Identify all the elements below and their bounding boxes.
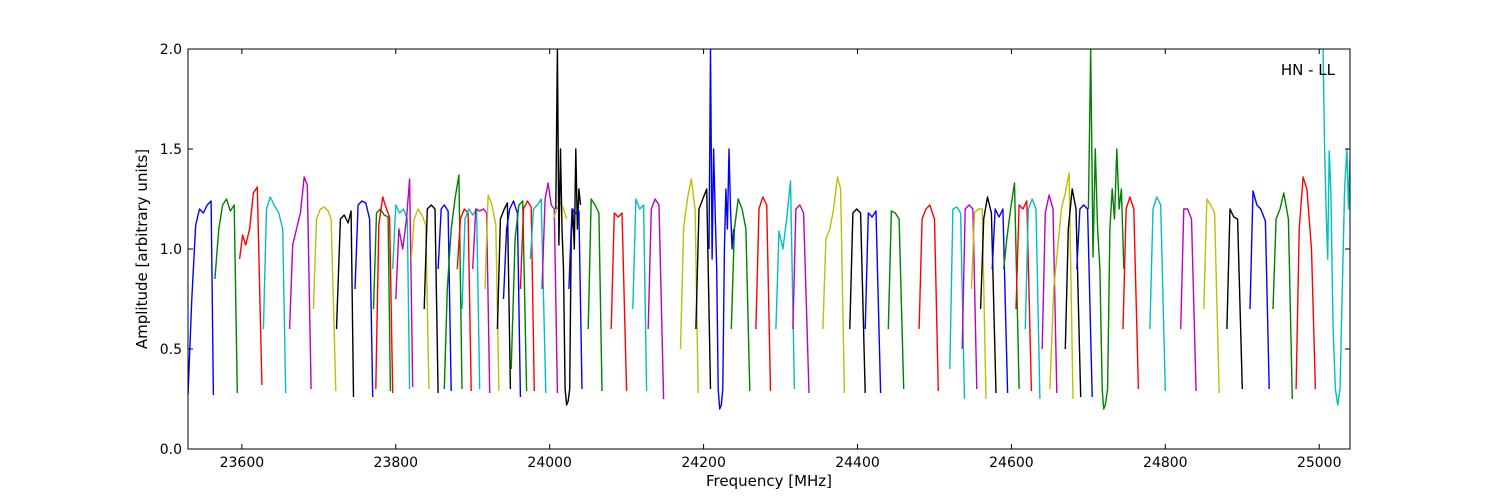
- series-line: [864, 210, 882, 394]
- series-line: [461, 208, 481, 390]
- y-tick-label: 0.0: [160, 442, 182, 458]
- series-line: [423, 204, 439, 394]
- series-line: [443, 174, 463, 390]
- series-line: [1149, 196, 1166, 392]
- series-line: [918, 204, 939, 392]
- series-line: [708, 49, 735, 410]
- series-line: [502, 200, 522, 398]
- y-tick-label: 1.5: [160, 142, 182, 158]
- series-line: [375, 196, 394, 394]
- series-line: [610, 212, 628, 392]
- series-line: [1015, 200, 1033, 392]
- series-line: [484, 194, 500, 392]
- x-tick-label: 24800: [1143, 455, 1188, 471]
- series-line: [792, 204, 810, 394]
- x-tick-label: 24600: [989, 455, 1034, 471]
- series-line: [1203, 198, 1220, 394]
- series-line: [1064, 188, 1082, 398]
- series-line: [541, 182, 559, 394]
- series-line: [1122, 196, 1140, 390]
- series-line: [679, 178, 699, 394]
- series-line: [1322, 49, 1350, 406]
- series-line: [1226, 208, 1243, 390]
- series-line: [949, 206, 966, 400]
- series-line: [991, 208, 1009, 394]
- series-line: [1003, 182, 1020, 390]
- x-axis-label: Frequency [MHz]: [706, 472, 832, 490]
- series-line: [775, 180, 796, 390]
- series-line: [238, 186, 263, 386]
- series-line: [961, 204, 978, 390]
- x-tick-label: 23800: [374, 455, 419, 471]
- series-line: [312, 206, 337, 392]
- annotation-label: HN - LL: [1281, 61, 1336, 79]
- series-line: [188, 200, 215, 396]
- y-axis-label: Amplitude [arbitrary units]: [133, 149, 151, 349]
- series-line: [979, 196, 997, 394]
- series-line: [372, 208, 392, 392]
- y-tick-label: 2.0: [160, 42, 182, 58]
- series-line: [1087, 49, 1125, 410]
- series-line: [262, 196, 287, 394]
- series-line: [887, 210, 905, 390]
- series-line: [755, 196, 772, 392]
- series-line: [510, 200, 528, 392]
- series-line: [1024, 198, 1041, 400]
- ticks-layer: 23600 23800 24000 24200 24400 24600 24800 25000…: [160, 42, 1350, 471]
- x-tick-label: 23600: [220, 455, 265, 471]
- x-tick-label: 24000: [527, 455, 572, 471]
- series-line: [1272, 192, 1293, 400]
- series-line: [1049, 172, 1074, 400]
- series-layer: [188, 49, 1350, 410]
- series-line: [1041, 194, 1058, 394]
- series-line: [568, 208, 583, 390]
- series-line: [1180, 208, 1197, 392]
- series-line: [555, 49, 582, 406]
- series-line: [496, 202, 512, 390]
- series-line: [335, 210, 355, 398]
- y-tick-label: 1.0: [160, 242, 182, 258]
- series-line: [552, 202, 568, 220]
- series-line: [395, 178, 414, 388]
- series-line: [647, 198, 665, 400]
- series-line: [456, 208, 472, 392]
- x-tick-label: 24400: [835, 455, 880, 471]
- x-tick-label: 24200: [681, 455, 726, 471]
- series-line: [849, 208, 866, 394]
- series-line: [695, 188, 712, 390]
- series-line: [970, 208, 987, 400]
- x-tick-label: 25000: [1297, 455, 1342, 471]
- series-line: [1076, 204, 1093, 398]
- series-line: [632, 198, 648, 392]
- series-line: [392, 204, 411, 390]
- series-line: [1249, 190, 1270, 390]
- series-line: [354, 200, 374, 398]
- series-line: [587, 198, 603, 392]
- y-tick-label: 0.5: [160, 342, 182, 358]
- series-line: [1295, 176, 1317, 390]
- series-line: [519, 200, 535, 392]
- series-line: [822, 176, 846, 394]
- series-line: [214, 198, 238, 394]
- series-line: [288, 176, 312, 390]
- series-line: [730, 198, 751, 392]
